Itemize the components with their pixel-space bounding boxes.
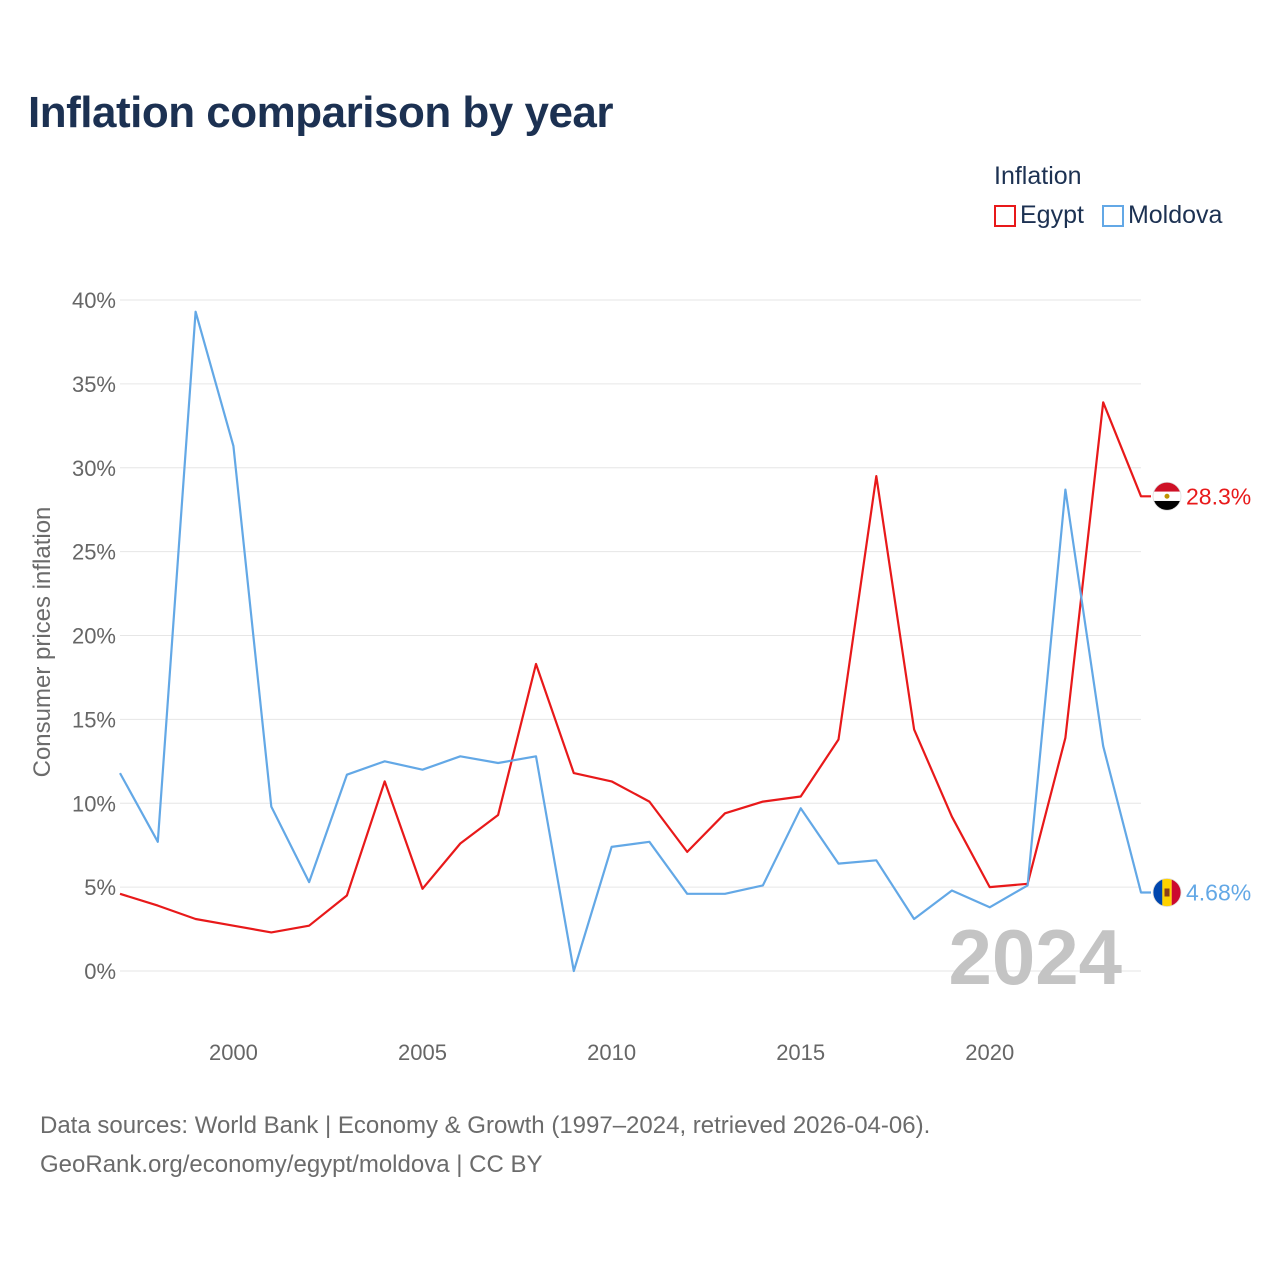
y-axis-label: Consumer prices inflation [29,507,56,778]
legend-label-moldova: Moldova [1127,201,1223,229]
series-lines [119,310,1151,973]
x-tick-label: 2015 [776,1040,825,1065]
y-tick-label: 30% [72,456,116,481]
line-chart: 0%5%10%15%20%25%30%35%40% 2000 2005 2010 20… [29,288,1251,1065]
y-tick-label: 10% [72,791,116,816]
series-line-egypt[interactable] [119,401,1151,934]
legend-swatch-moldova [1101,204,1124,227]
end-label-egypt: 28.3% [1186,483,1251,509]
y-tick-label: 35% [72,372,116,397]
y-tick-label: 15% [72,707,116,732]
x-axis-ticks: 2000 2005 2010 2015 2020 [209,1040,1014,1065]
legend-item-moldova[interactable]: Moldova [1101,201,1223,230]
x-tick-label: 2000 [209,1040,258,1065]
moldova-flag-icon [1152,878,1182,907]
y-tick-label: 20% [72,624,116,649]
chart-title: Inflation comparison by year [28,88,614,137]
y-axis-ticks: 0% 5% 10% 15% 20% 25% 30% 35% 40% [72,288,116,984]
footer: Data sources: World Bank | Economy & Gro… [40,1106,930,1184]
x-tick-label: 2005 [398,1040,447,1065]
series-line-moldova[interactable] [119,310,1151,973]
egypt-flag-icon [1152,481,1182,511]
data-source-text: Data sources: World Bank | Economy & Gro… [40,1112,931,1139]
legend-swatch-egypt [994,204,1016,227]
end-markers: 28.3% 4.68% [1152,481,1251,907]
end-label-moldova: 4.68% [1186,879,1251,905]
y-tick-label: 40% [72,288,116,313]
legend-label-egypt: Egypt [1020,201,1084,229]
x-tick-label: 2010 [587,1040,636,1065]
legend-title: Inflation [994,162,1082,190]
legend: Inflation Egypt Moldova [994,162,1222,230]
source-link-text[interactable]: GeoRank.org/economy/egypt/moldova | CC B… [40,1151,543,1178]
legend-item-egypt[interactable]: Egypt [994,201,1084,230]
y-tick-label: 25% [72,540,116,565]
x-tick-label: 2020 [965,1040,1014,1065]
year-badge: 2024 [948,913,1122,1001]
y-tick-label: 0% [84,959,116,984]
y-tick-label: 5% [84,875,116,900]
grid-lines [120,299,1141,972]
